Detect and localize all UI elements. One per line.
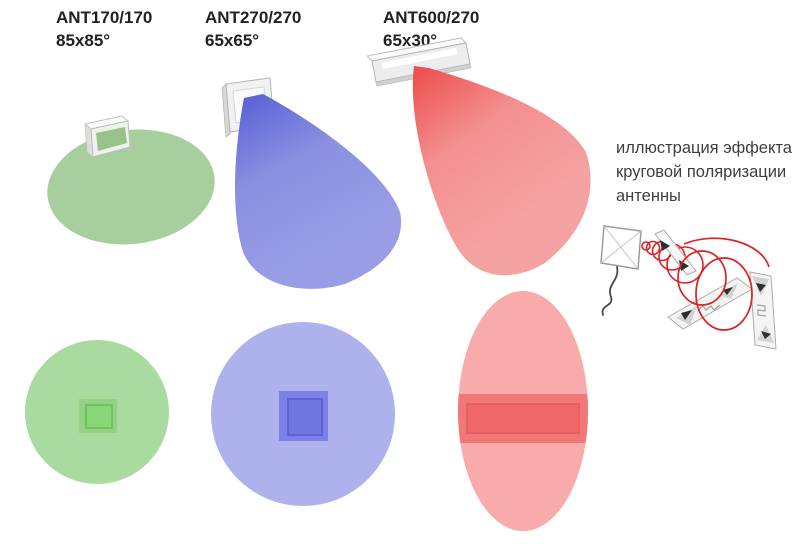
label-ant170: ANT170/170 85x85° <box>56 6 152 52</box>
reader-antenna-icon <box>600 225 642 316</box>
antenna-angle-text: 85x85° <box>56 31 111 50</box>
footprint-ant600 <box>458 291 588 531</box>
ant270-beam <box>234 94 402 289</box>
ant170-beam <box>47 129 215 245</box>
tag-zone-green-inner <box>85 404 113 429</box>
tag-zone-red-inner <box>466 403 580 434</box>
polarization-spiral-large <box>677 237 770 331</box>
footprint-ant270 <box>211 322 395 506</box>
ant270-group <box>221 77 402 289</box>
antenna-model-text: ANT270/270 <box>205 8 302 27</box>
polarization-note-text: иллюстрация эффекта круговой поляризации… <box>616 139 792 205</box>
ant600-beam <box>412 66 591 276</box>
rfid-tag-tilted-icon <box>654 229 697 276</box>
label-ant270: ANT270/270 65x65° <box>205 6 301 52</box>
rfid-tag-vertical-icon <box>749 271 777 350</box>
ant600-group <box>365 37 591 276</box>
antenna-model-text: ANT600/270 <box>383 8 480 27</box>
ant170-panel-icon <box>83 115 131 158</box>
footprint-ant170 <box>25 340 169 484</box>
tag-zone-blue-inner <box>287 398 323 436</box>
antenna-model-text: ANT170/170 <box>56 8 153 27</box>
circular-polarization-illustration <box>600 225 777 350</box>
ant170-group <box>47 115 215 245</box>
antenna-angle-text: 65x65° <box>205 31 260 50</box>
antenna-cable <box>601 266 619 316</box>
